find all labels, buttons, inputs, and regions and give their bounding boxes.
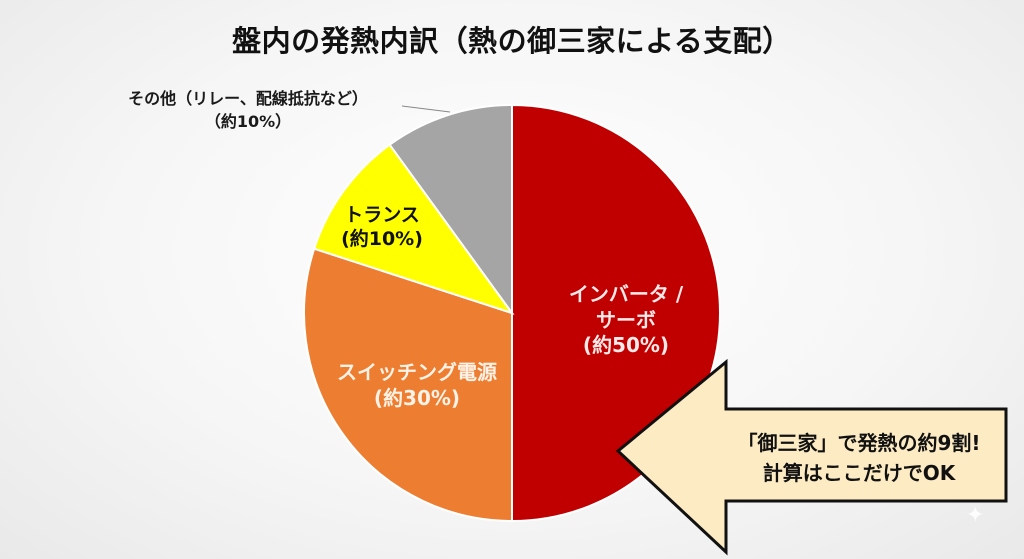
slice-other	[388, 103, 513, 317]
label-switching-name: スイッチング電源	[337, 360, 497, 384]
label-switching-value: (約30%)	[373, 385, 461, 410]
label-inverter-name-1: インバータ /	[568, 282, 684, 306]
leader-line-other	[401, 105, 451, 113]
callout-line-1: 「御三家」で発熱の約9割!	[737, 431, 981, 455]
callout-text: 「御三家」で発熱の約9割! 計算はここだけでOK	[712, 428, 1006, 488]
callout-arrow	[615, 358, 1008, 556]
label-transformer-name: トランス	[344, 204, 420, 226]
callout-line-2: 計算はここだけでOK	[762, 461, 956, 485]
label-other: その他（リレー、配線抵抗など） （約10%）	[78, 87, 418, 133]
label-other-name: その他（リレー、配線抵抗など）	[128, 89, 368, 108]
label-switching-power: スイッチング電源 (約30%)	[312, 360, 522, 411]
slice-switching-power	[303, 247, 513, 523]
label-transformer-value: (約10%)	[341, 228, 423, 251]
label-transformer: トランス (約10%)	[330, 203, 434, 252]
label-other-value: （約10%）	[204, 112, 292, 132]
sparkle-icon: ✦	[966, 503, 985, 528]
chart-title: 盤内の発熱内訳（熱の御三家による支配）	[232, 24, 792, 58]
label-inverter-name-2: サーボ	[596, 307, 656, 332]
label-inverter-servo: インバータ / サーボ (約50%)	[552, 282, 700, 359]
label-inverter-value: (約50%)	[582, 333, 670, 358]
slice-transformer	[312, 143, 515, 315]
